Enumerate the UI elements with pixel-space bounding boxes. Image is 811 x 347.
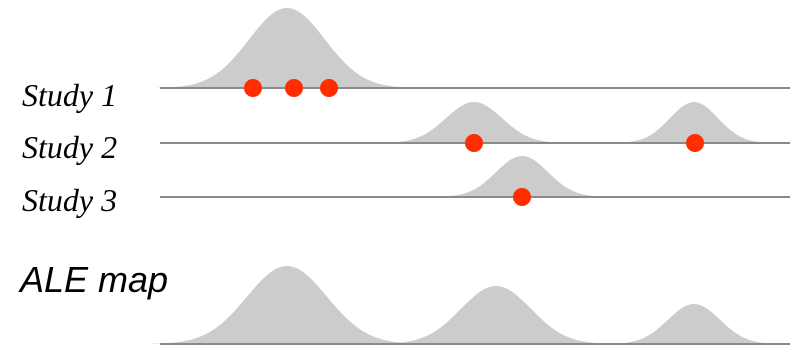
study-2-blob-2 [614, 102, 774, 143]
study-3-label: Study 3 [22, 182, 117, 218]
study-3-blob [437, 156, 607, 197]
study-1-focus-3 [320, 79, 338, 97]
ale-map-peak-3 [614, 304, 774, 344]
ale-map-row: ALE map [18, 259, 790, 345]
study-1-focus-2 [285, 79, 303, 97]
ale-map-peak-1 [152, 266, 422, 344]
study-2-focus-1 [465, 134, 483, 152]
ale-map-peak-2 [386, 286, 606, 344]
study-2-blob-1 [384, 102, 564, 143]
study-2-label: Study 2 [22, 129, 117, 165]
study-3-focus-1 [513, 188, 531, 206]
study-1-label: Study 1 [22, 77, 117, 113]
study-2-focus-2 [686, 134, 704, 152]
study-1-row: Study 1 [22, 8, 790, 113]
study-3-row: Study 3 [22, 156, 790, 218]
study-2-row: Study 2 [22, 102, 790, 165]
ale-map-label: ALE map [18, 259, 168, 300]
study-1-blob [157, 8, 417, 88]
study-1-focus-1 [244, 79, 262, 97]
